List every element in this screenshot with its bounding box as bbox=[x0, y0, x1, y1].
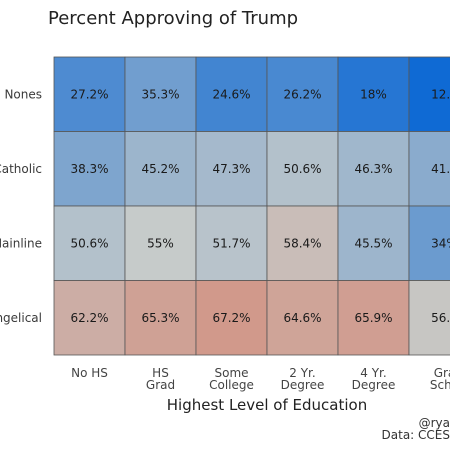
row-label: ngelical bbox=[0, 311, 42, 325]
column-label: Grad bbox=[146, 378, 175, 392]
cell-value-label: 38.3% bbox=[70, 162, 108, 176]
heatmap-cell bbox=[337, 280, 410, 356]
heatmap-cell bbox=[124, 56, 197, 132]
cell-value-label: 41.1 bbox=[431, 162, 450, 176]
heatmap-cell bbox=[124, 280, 197, 356]
heatmap-cell bbox=[266, 205, 339, 281]
heatmap-cells: 27.2% 35.3% 24.6% 26.2% 18% 12.7 38.3% 45.2% 47.… bbox=[53, 56, 450, 356]
cell-value-label: 65.3% bbox=[141, 311, 179, 325]
cell-value-label: 56.3 bbox=[431, 311, 450, 325]
heatmap-cell bbox=[53, 131, 126, 207]
cell-value-label: 27.2% bbox=[70, 87, 108, 101]
cell-value-label: 26.2% bbox=[283, 87, 321, 101]
heatmap-cell bbox=[195, 280, 268, 356]
column-label: Scho bbox=[430, 378, 450, 392]
heatmap-cell bbox=[408, 131, 450, 207]
column-label: 2 Yr. bbox=[289, 366, 315, 380]
heatmap-cell bbox=[266, 280, 339, 356]
heatmap-cell bbox=[53, 56, 126, 132]
cell-value-label: 34% bbox=[431, 236, 450, 250]
heatmap-cell bbox=[124, 205, 197, 281]
cell-value-label: 55% bbox=[147, 236, 174, 250]
column-label: Degree bbox=[352, 378, 396, 392]
cell-value-label: 64.6% bbox=[283, 311, 321, 325]
heatmap-cell bbox=[408, 280, 450, 356]
column-label: No HS bbox=[71, 366, 108, 380]
cell-value-label: 47.3% bbox=[212, 162, 250, 176]
chart-title: Percent Approving of Trump bbox=[48, 8, 298, 29]
column-label: Degree bbox=[281, 378, 325, 392]
cell-value-label: 50.6% bbox=[283, 162, 321, 176]
cell-value-label: 45.5% bbox=[354, 236, 392, 250]
heatmap-cell bbox=[408, 56, 450, 132]
cell-value-label: 67.2% bbox=[212, 311, 250, 325]
heatmap-cell bbox=[195, 56, 268, 132]
cell-value-label: 18% bbox=[360, 87, 387, 101]
cell-value-label: 46.3% bbox=[354, 162, 392, 176]
column-label: 4 Yr. bbox=[360, 366, 386, 380]
column-label: College bbox=[209, 378, 254, 392]
cell-value-label: 51.7% bbox=[212, 236, 250, 250]
cell-value-label: 24.6% bbox=[212, 87, 250, 101]
column-label: Some bbox=[214, 366, 248, 380]
column-label: HS bbox=[152, 366, 169, 380]
cell-value-label: 35.3% bbox=[141, 87, 179, 101]
cell-value-label: 12.7 bbox=[431, 87, 450, 101]
row-label: Catholic bbox=[0, 162, 42, 176]
caption-line: @rya bbox=[419, 416, 450, 430]
heatmap-cell bbox=[337, 131, 410, 207]
row-labels: Nones Catholic Mainline ngelical bbox=[0, 87, 42, 325]
x-axis-title: Highest Level of Education bbox=[167, 396, 367, 414]
heatmap-cell bbox=[337, 56, 410, 132]
cell-value-label: 58.4% bbox=[283, 236, 321, 250]
heatmap-cell bbox=[266, 131, 339, 207]
heatmap-cell bbox=[337, 205, 410, 281]
row-label: Nones bbox=[4, 87, 42, 101]
heatmap-cell bbox=[53, 280, 126, 356]
cell-value-label: 62.2% bbox=[70, 311, 108, 325]
cell-value-label: 50.6% bbox=[70, 236, 108, 250]
heatmap-cell bbox=[266, 56, 339, 132]
caption-line: Data: CCES bbox=[382, 428, 450, 442]
cell-value-label: 65.9% bbox=[354, 311, 392, 325]
row-label: Mainline bbox=[0, 236, 42, 250]
heatmap-cell bbox=[53, 205, 126, 281]
cell-value-label: 45.2% bbox=[141, 162, 179, 176]
column-label: Gra bbox=[434, 366, 450, 380]
heatmap-cell bbox=[195, 205, 268, 281]
